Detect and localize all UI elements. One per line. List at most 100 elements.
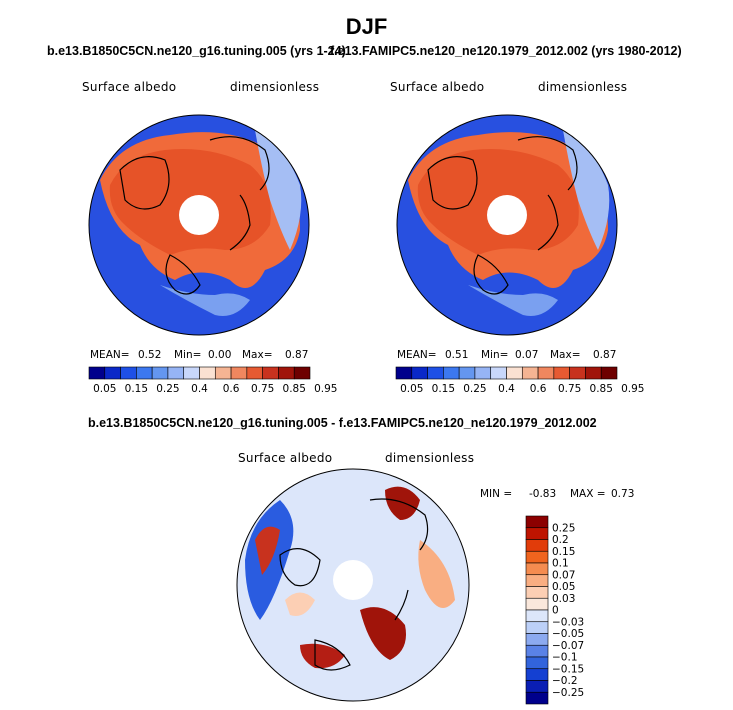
diff-colorbar-swatch [525, 597, 549, 611]
panel1-snow-core [109, 149, 271, 255]
cb1-swatch [120, 366, 137, 380]
panel1-max-label: Max= [242, 349, 273, 361]
cb2-swatch [506, 366, 523, 380]
diff-map-border [236, 468, 470, 702]
cb2-swatch [521, 366, 539, 380]
cb2-swatch [427, 366, 444, 380]
diff-colorbar-tick-label: −0.07 [552, 640, 584, 652]
cb2-swatch [553, 366, 570, 380]
panel2-snow-core [417, 149, 579, 255]
cb2-swatch [569, 366, 586, 380]
diff-colorbar-swatch [525, 644, 549, 658]
panel1-units: dimensionless [230, 80, 320, 94]
diff-colorbar-tick-label: 0.25 [552, 522, 575, 534]
cb1-swatch [214, 366, 232, 380]
panel2-coastline-greenland [473, 254, 509, 295]
cb1-swatch [104, 366, 121, 380]
cb2-tick-label: 0.85 [590, 383, 613, 395]
panel2-coastline-canada [427, 156, 478, 210]
cb1-swatch [278, 366, 295, 380]
cb1-tick-label: 0.05 [93, 383, 116, 395]
diff-positive-region-northeast [385, 486, 420, 520]
panel1-siberia-light [255, 130, 302, 250]
cb1-swatch [293, 366, 311, 380]
diff-colorbar-tick-label: 0.05 [552, 581, 575, 593]
cb2-swatch [395, 366, 413, 380]
diff-background-field [237, 469, 469, 701]
cb2-swatch [443, 366, 460, 380]
diff-coastline-siberia [369, 498, 429, 551]
panel2-min-label: Min= [481, 349, 509, 361]
diff-colorbar-swatch [525, 691, 549, 705]
diff-positive-region-barents [360, 607, 406, 660]
panel1-snow-field [100, 132, 300, 288]
diff-colorbar-tick-label: 0.07 [552, 569, 575, 581]
panel2-snow-field [408, 132, 608, 288]
diff-colorbar-tick-label: −0.25 [552, 687, 584, 699]
cb1-tick-label: 0.6 [223, 383, 240, 395]
cb1-swatch [151, 366, 169, 380]
diff-positive-region-canada [285, 592, 315, 616]
panel1-mean-label: MEAN= [90, 349, 130, 361]
cb1-swatch [262, 366, 279, 380]
diff-positive-region-west [255, 526, 280, 575]
diff-colorbar-swatch [525, 680, 549, 693]
diff-map [237, 469, 469, 701]
panel2-ocean-field [397, 115, 617, 335]
diff-polar-hole [333, 560, 373, 600]
cb2-swatch [411, 366, 428, 380]
diff-coastline-europe [394, 589, 409, 621]
diff-positive-region-siberia [418, 540, 455, 608]
diff-colorbar-swatch [525, 668, 549, 681]
diff-colorbar-tick-label: −0.05 [552, 628, 584, 640]
cb2-tick-label: 0.6 [530, 383, 547, 395]
panel1-polar-hole [179, 195, 219, 235]
panel2-coastline-siberia [517, 136, 578, 191]
cb1-tick-label: 0.95 [314, 383, 337, 395]
diff-colorbar-swatch [525, 527, 549, 540]
cb1-tick-label: 0.25 [156, 383, 179, 395]
panel2-coastline-europe [537, 194, 559, 251]
cb1-tick-label: 0.4 [191, 383, 208, 395]
diff-panel-title: b.e13.B1850C5CN.ne120_g16.tuning.005 - f… [88, 416, 597, 430]
diff-min-value: -0.83 [529, 488, 557, 500]
diff-colorbar-swatch [525, 656, 549, 670]
diff-colorbar-tick-label: −0.03 [552, 616, 584, 628]
diff-max-value: 0.73 [611, 488, 635, 500]
diff-positive-region-atlantic [300, 643, 345, 669]
panel2-max-label: Max= [550, 349, 581, 361]
panel1-coastline-canada [119, 156, 170, 210]
panel2-max-value: 0.87 [593, 349, 617, 361]
diff-colorbar-swatch [525, 621, 549, 634]
diff-colorbar-tick-label: 0.03 [552, 593, 575, 605]
panel1-map-border [88, 114, 310, 336]
panel2-polar-hole [487, 195, 527, 235]
panel1-map [89, 115, 309, 335]
panel1-coastline-europe [229, 194, 251, 251]
panel1-coastline-siberia [209, 136, 270, 191]
panel1-ocean-field [89, 115, 309, 335]
panel2-mean-label: MEAN= [397, 349, 437, 361]
diff-colorbar: 0.250.20.150.10.070.050.030−0.03−0.05−0.… [525, 515, 584, 705]
cb1-swatch [183, 366, 200, 380]
figure-title: DJF [345, 14, 388, 39]
cb2-swatch [458, 366, 476, 380]
panel1-min-value: 0.00 [208, 349, 232, 361]
diff-colorbar-tick-label: 0.1 [552, 558, 569, 570]
diff-colorbar-tick-label: 0.15 [552, 546, 575, 558]
cb2-tick-label: 0.75 [558, 383, 581, 395]
cb1-tick-label: 0.85 [283, 383, 306, 395]
panel2-min-value: 0.07 [515, 349, 539, 361]
cb1-tick-label: 0.75 [251, 383, 274, 395]
cb2-tick-label: 0.95 [621, 383, 644, 395]
diff-units: dimensionless [385, 451, 475, 465]
panel1-mean-value: 0.52 [138, 349, 162, 361]
diff-colorbar-tick-label: −0.2 [552, 675, 578, 687]
diff-variable: Surface albedo [238, 451, 333, 465]
cb1-tick-label: 0.15 [125, 383, 148, 395]
diff-colorbar-swatch [525, 633, 549, 646]
panel2-variable: Surface albedo [390, 80, 485, 94]
diff-colorbar-swatch [525, 515, 549, 529]
panel1-colorbar: 0.05 0.15 0.25 0.4 0.6 0.75 0.85 0.95 [88, 366, 337, 395]
panel1-atlantic-light [160, 285, 250, 316]
